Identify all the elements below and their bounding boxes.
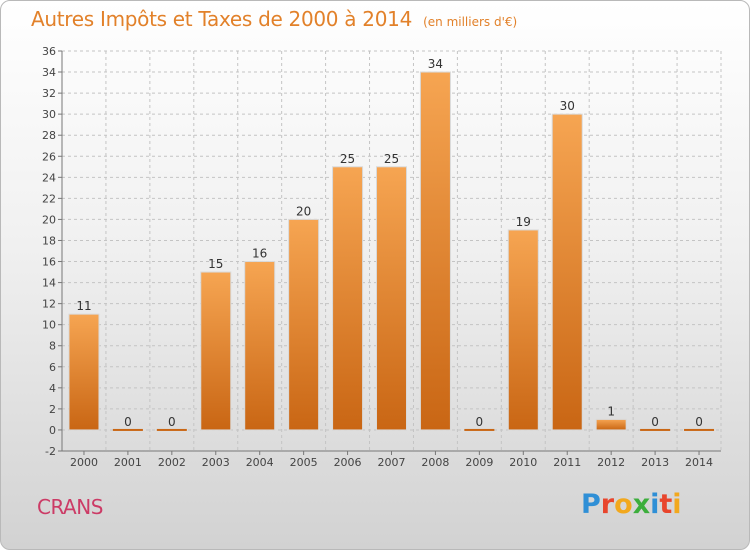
x-tick-labels: 2000 2001 2002 2003 2004 2005 2006 2007 2008 2009…: [70, 456, 713, 469]
brand-letter: i: [672, 489, 682, 520]
chart-unit: (en milliers d'€): [423, 15, 518, 29]
data-label: 0: [695, 415, 703, 429]
x-tick-label: 2012: [597, 456, 625, 469]
y-tick-label: 6: [49, 361, 56, 374]
x-tick-label: 2004: [246, 456, 274, 469]
data-label: 19: [516, 215, 531, 229]
brand-letter: t: [659, 489, 673, 520]
y-tick-label: 36: [42, 45, 56, 58]
y-tick-label: 28: [42, 129, 56, 142]
bar: [507, 229, 539, 431]
x-tick-label: 2002: [158, 456, 186, 469]
bar: [244, 261, 276, 431]
data-label: 0: [124, 415, 132, 429]
bar: [288, 218, 320, 431]
y-tick-label: 26: [42, 150, 56, 163]
y-tick-label: 10: [42, 319, 56, 332]
bar: [640, 428, 671, 431]
y-tick-label: 34: [42, 66, 56, 79]
y-tick-label: 2: [49, 403, 56, 416]
brand-logo: Proxiti: [581, 489, 682, 520]
data-label: 11: [76, 299, 91, 313]
bar: [200, 271, 232, 431]
data-label: 16: [252, 247, 267, 261]
y-tick-label: 18: [42, 234, 56, 247]
bar: [419, 71, 451, 431]
bar: [332, 166, 364, 431]
data-label: 1: [607, 404, 615, 418]
y-tick-label: 30: [42, 108, 56, 121]
brand-letter: r: [600, 489, 615, 520]
x-tick-label: 2001: [114, 456, 142, 469]
x-tick-label: 2010: [509, 456, 537, 469]
bar: [112, 428, 143, 431]
x-tick-label: 2007: [378, 456, 406, 469]
data-label: 0: [476, 415, 484, 429]
y-tick-label: 20: [42, 213, 56, 226]
data-label: 0: [168, 415, 176, 429]
bars: [68, 71, 715, 431]
x-tick-label: 2011: [553, 456, 581, 469]
y-tick-label: -2: [45, 445, 56, 458]
bar: [595, 418, 627, 431]
bar: [156, 428, 187, 431]
y-tick-label: 12: [42, 298, 56, 311]
y-tick-label: 16: [42, 256, 56, 269]
y-tick-label: 22: [42, 192, 56, 205]
y-tick-label: 0: [49, 424, 56, 437]
bar: [376, 166, 407, 431]
x-tick-label: 2008: [421, 456, 449, 469]
data-label: 20: [296, 204, 311, 218]
data-label: 15: [208, 257, 223, 271]
data-label: 25: [384, 152, 399, 166]
bar: [464, 428, 495, 431]
x-tick-label: 2009: [465, 456, 493, 469]
data-labels: 11 0 0 15 16 20 25 25 34 0 19 30 1 0 0: [76, 57, 703, 429]
y-tick-label: 4: [49, 382, 56, 395]
x-tick-label: 2005: [290, 456, 318, 469]
bar: [551, 113, 583, 431]
grid-lines: [61, 50, 722, 452]
x-tick-label: 2003: [202, 456, 230, 469]
commune-name: CRANS: [37, 495, 103, 519]
chart-title: Autres Impôts et Taxes de 2000 à 2014: [31, 7, 412, 31]
x-tick-label: 2014: [685, 456, 713, 469]
y-tick-label: 32: [42, 87, 56, 100]
x-tick-label: 2006: [334, 456, 362, 469]
bar: [684, 428, 715, 431]
data-label: 34: [428, 57, 443, 71]
data-label: 0: [651, 415, 659, 429]
data-label: 30: [560, 99, 575, 113]
data-label: 25: [340, 152, 355, 166]
y-tick-label: 24: [42, 171, 56, 184]
brand-letter: i: [650, 489, 660, 520]
x-tick-label: 2000: [70, 456, 98, 469]
brand-letter: x: [632, 489, 651, 520]
y-tick-label: 14: [42, 277, 56, 290]
brand-letter: P: [581, 489, 601, 520]
bar: [68, 313, 100, 431]
title-row: Autres Impôts et Taxes de 2000 à 2014 (e…: [31, 7, 517, 31]
x-tick-label: 2013: [641, 456, 669, 469]
axes: [58, 50, 721, 455]
y-tick-label: 8: [49, 340, 56, 353]
brand-letter: o: [614, 489, 633, 520]
